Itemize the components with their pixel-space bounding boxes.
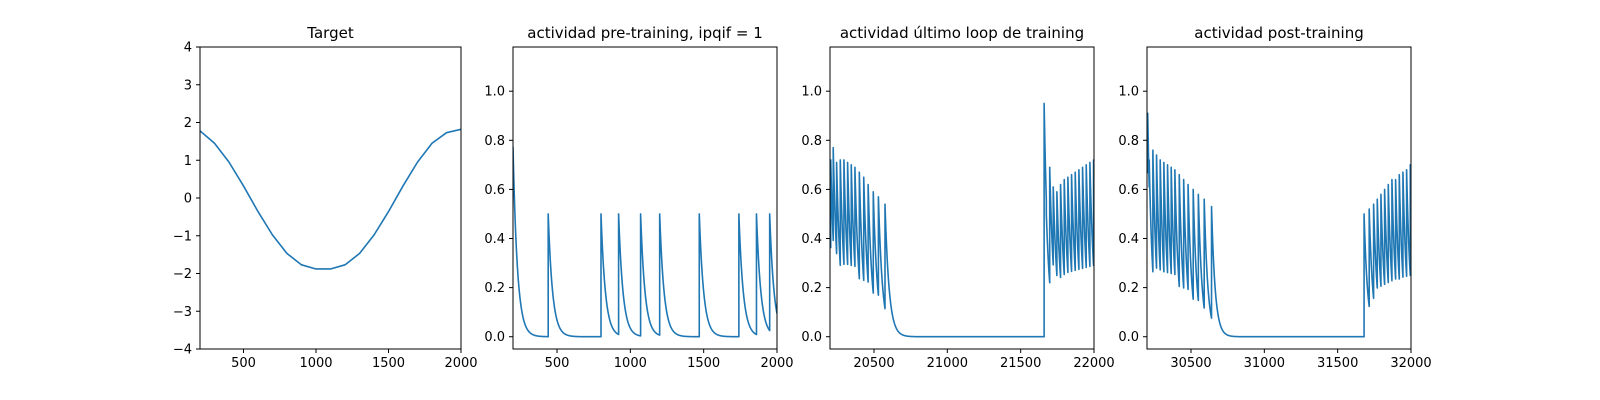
- x-tick-label: 20500: [853, 356, 894, 371]
- y-tick-label: 0.8: [1118, 134, 1139, 149]
- x-tick-label: 1500: [372, 356, 405, 371]
- y-tick-label: 4: [184, 41, 192, 56]
- axes-frame: [512, 46, 778, 350]
- subplot-1: 500 1000 1500 2000 −4 −3 −2 −1 0 1 2 3 4 Target: [173, 24, 478, 371]
- axes-frame: [199, 46, 462, 350]
- x-tick-label: 500: [545, 356, 570, 371]
- series-line: [200, 128, 461, 270]
- y-tick-label: −4: [173, 343, 192, 358]
- subplot-2: 500 1000 1500 2000 0.0 0.2 0.4 0.6 0.8 1.0 activid…: [484, 24, 793, 371]
- y-tick-label: 0: [184, 192, 192, 207]
- y-tick-label: 0.0: [1118, 330, 1139, 345]
- subplot-title: actividad pre-training, ipqif = 1: [527, 24, 763, 42]
- y-tick-label: 3: [184, 78, 192, 93]
- y-tick-label: 1: [184, 154, 192, 169]
- y-tick-label: 1.0: [801, 85, 822, 100]
- y-tick-label: 0.2: [484, 281, 505, 296]
- y-tick-label: 0.0: [484, 330, 505, 345]
- x-tick-label: 31500: [1317, 356, 1358, 371]
- subplot-title: actividad post-training: [1194, 24, 1363, 42]
- y-tick-label: 0.6: [801, 183, 822, 198]
- y-tick-label: 1.0: [1118, 85, 1139, 100]
- series-line: [513, 146, 777, 338]
- y-tick-label: 1.0: [484, 85, 505, 100]
- x-tick-label: 1500: [687, 356, 720, 371]
- y-tick-label: 0.4: [801, 232, 822, 247]
- y-tick-label: −3: [173, 305, 192, 320]
- y-tick-label: 2: [184, 116, 192, 131]
- y-tick-label: 0.6: [484, 183, 505, 198]
- y-tick-label: 0.2: [801, 281, 822, 296]
- subplot-title: Target: [306, 24, 354, 42]
- y-tick-label: 0.8: [801, 134, 822, 149]
- subplot-4: 30500 31000 31500 32000 0.0 0.2 0.4 0.6 0.8 1.0 ac…: [1118, 24, 1431, 371]
- y-tick-label: 0.4: [484, 232, 505, 247]
- y-tick-label: 0.4: [1118, 232, 1139, 247]
- x-tick-label: 1000: [299, 356, 332, 371]
- series-line: [830, 102, 1094, 338]
- y-tick-label: 0.0: [801, 330, 822, 345]
- x-tick-label: 500: [231, 356, 256, 371]
- x-tick-label: 22000: [1073, 356, 1114, 371]
- axes-frame: [829, 46, 1095, 350]
- y-tick-label: 0.2: [1118, 281, 1139, 296]
- subplot-3: 20500 21000 21500 22000 0.0 0.2 0.4 0.6 0.8 1.0 ac…: [801, 24, 1114, 371]
- axes-frame: [1146, 46, 1412, 350]
- series-line: [1147, 112, 1411, 338]
- x-tick-label: 21500: [1000, 356, 1041, 371]
- x-tick-label: 30500: [1170, 356, 1211, 371]
- x-tick-label: 31000: [1244, 356, 1285, 371]
- x-tick-label: 2000: [444, 356, 477, 371]
- subplot-title: actividad último loop de training: [840, 24, 1084, 42]
- x-tick-label: 2000: [760, 356, 793, 371]
- x-tick-label: 1000: [614, 356, 647, 371]
- y-tick-label: 0.6: [1118, 183, 1139, 198]
- y-tick-label: −1: [173, 229, 192, 244]
- y-tick-label: −2: [173, 267, 192, 282]
- x-tick-label: 32000: [1390, 356, 1431, 371]
- x-tick-label: 21000: [927, 356, 968, 371]
- y-tick-label: 0.8: [484, 134, 505, 149]
